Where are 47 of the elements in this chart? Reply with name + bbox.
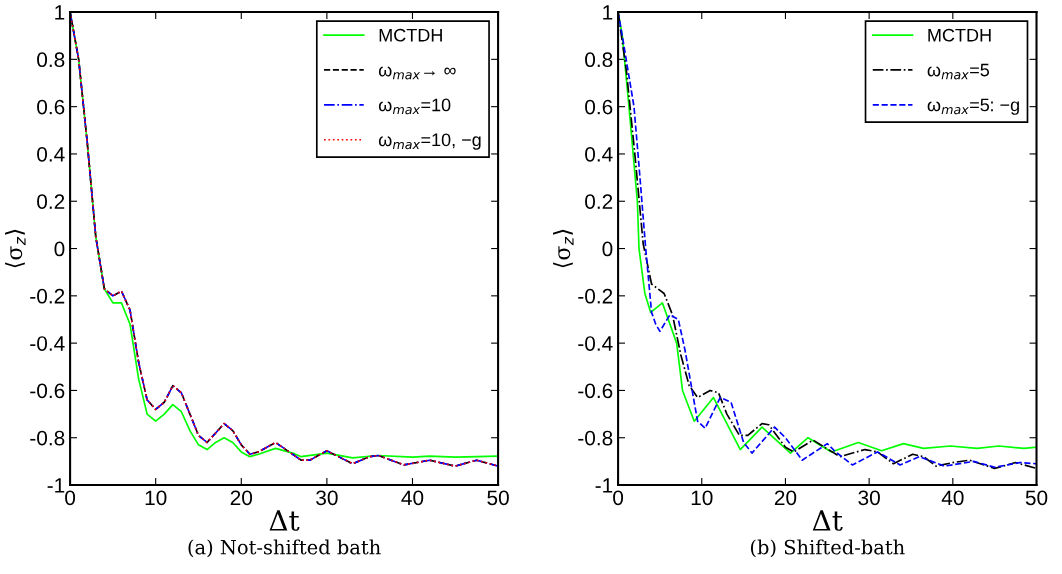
legend-label: MCTDH [928, 28, 991, 42]
x-tick-label: 20 [230, 490, 253, 506]
x-tick-label: 30 [858, 490, 880, 506]
y-tick-label: 0.4 [585, 146, 613, 162]
y-tick-label: 0.6 [585, 99, 613, 115]
y-tick-label: -0.2 [578, 288, 613, 304]
y-tick-label: 1 [55, 5, 65, 20]
y-tick-label: 0 [602, 241, 613, 257]
y-tick-label: 0.6 [37, 99, 65, 115]
y-tick-label: 0.4 [37, 146, 65, 162]
y-tick-label: -0.8 [30, 430, 65, 446]
text: (b) Shifted-bath [750, 539, 905, 558]
x-tick-label: 40 [941, 490, 964, 506]
legend-label: ω$_{max}$=10, −g [378, 133, 481, 150]
legend-label: ω$_{max}$=10 [378, 98, 451, 115]
x-axis-title: Δt [812, 510, 843, 531]
y-tick-label: -0.6 [30, 383, 65, 399]
y-tick-label: -0.6 [578, 383, 613, 399]
x-axis-title: Δt [269, 510, 300, 531]
y-axis-title: ⟨σ$_{z}$⟩ [5, 229, 26, 268]
y-tick-label: -1 [47, 478, 65, 493]
y-tick-label: -1 [595, 478, 613, 493]
x-tick-label: 50 [1025, 490, 1048, 506]
y-tick-label: 0.2 [585, 194, 613, 209]
text: (a) Not-shifted bath [188, 539, 381, 558]
x-tick-label: 20 [774, 490, 797, 506]
legend-label: ω$_{max}$→ ∞ [378, 66, 456, 80]
y-tick-label: -0.4 [578, 336, 613, 351]
x-tick-label: 50 [487, 490, 509, 506]
legend-label: ω$_{max}$=5 [927, 63, 990, 80]
x-tick-label: 30 [316, 490, 338, 506]
y-tick-label: -0.8 [578, 430, 613, 446]
x-tick-label: 0 [613, 490, 624, 506]
legend-label: ω$_{max}$=5: −g [927, 98, 1019, 115]
y-tick-label: -0.4 [30, 336, 65, 351]
legend-label: MCTDH [379, 28, 442, 42]
y-tick-label: 0.8 [585, 52, 613, 68]
y-tick-label: -0.2 [30, 288, 65, 304]
y-tick-label: 0.8 [37, 52, 65, 68]
y-tick-label: 1 [603, 5, 613, 20]
x-tick-label: 10 [691, 490, 713, 506]
x-tick-label: 10 [145, 490, 167, 506]
y-tick-label: 0.2 [37, 194, 65, 209]
y-tick-label: 0 [54, 241, 65, 257]
x-tick-label: 0 [65, 490, 76, 506]
x-tick-label: 40 [401, 490, 424, 506]
y-axis-title: ⟨σ$_{z}$⟩ [553, 229, 574, 268]
